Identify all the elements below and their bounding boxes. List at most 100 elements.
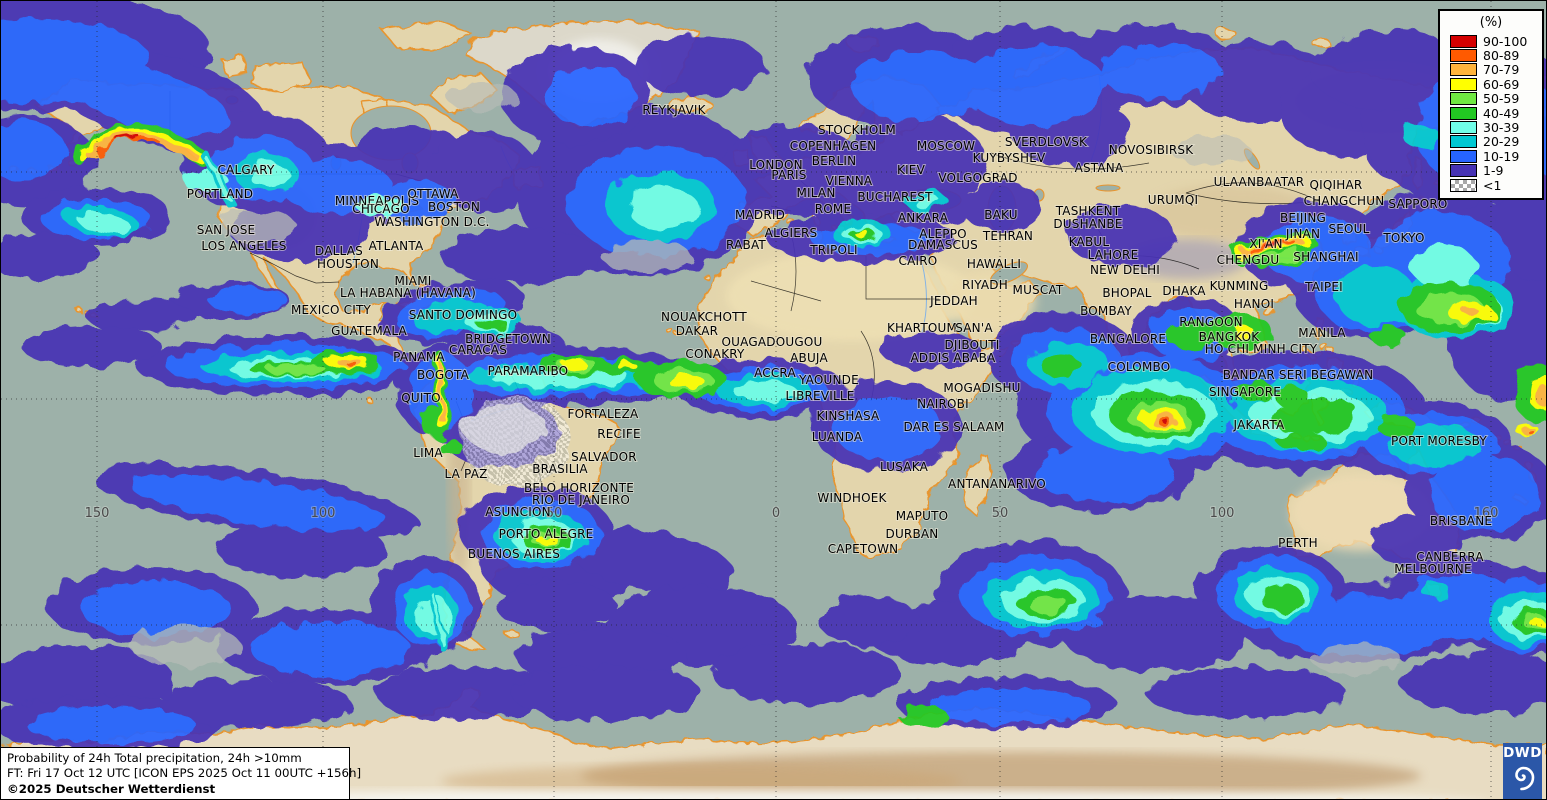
city-label: DUSHANBE <box>1053 217 1122 231</box>
city-label: DAKAR <box>676 324 718 338</box>
legend-range-label: 60-69 <box>1483 76 1520 92</box>
dwd-logo: DWD <box>1503 743 1542 799</box>
legend-title: (%) <box>1479 15 1503 30</box>
legend-row: 50-59 <box>1440 91 1542 106</box>
legend-swatch <box>1450 34 1477 48</box>
city-label: BAKU <box>984 208 1018 222</box>
legend-row: 80-89 <box>1440 48 1542 63</box>
city-label: ATLANTA <box>369 239 424 253</box>
city-label: HO CHI MINH CITY <box>1205 342 1318 356</box>
city-label: LA PAZ <box>444 467 487 481</box>
city-label: SALVADOR <box>571 450 637 464</box>
city-label: VIENNA <box>826 174 873 188</box>
city-label: RANGOON <box>1179 315 1243 329</box>
city-label: SAN'A <box>955 321 993 335</box>
city-label: MINNEAPOLIS <box>335 194 419 208</box>
city-label: SAPPORO <box>1388 197 1447 211</box>
city-label: JEDDAH <box>929 294 978 308</box>
city-label: LOS ANGELES <box>201 239 286 253</box>
legend-swatch <box>1450 149 1477 163</box>
legend-row: 10-19 <box>1440 149 1542 164</box>
graticule-labels: 150 100 50 0 50 100 160 <box>84 505 1500 522</box>
city-label: ADDIS ABABA <box>911 351 997 365</box>
city-label: MOSCOW <box>917 139 975 153</box>
graticule-label: 50 <box>992 506 1009 521</box>
dwd-logo-text: DWD <box>1503 745 1542 761</box>
city-label: PERTH <box>1278 536 1318 550</box>
city-label: LIMA <box>413 446 443 460</box>
dwd-spiral-icon <box>1514 766 1534 791</box>
city-label: HOUSTON <box>317 257 379 271</box>
city-label: VOLGOGRAD <box>938 171 1017 185</box>
city-label: REYKJAVIK <box>642 103 706 117</box>
city-label: ULAANBAATAR <box>1214 175 1305 189</box>
city-label: BANDAR SERI BEGAWAN <box>1223 368 1374 382</box>
legend-range-label: <1 <box>1483 177 1502 193</box>
city-label: BELO HORIZONTE <box>524 481 634 495</box>
city-label: ROME <box>815 202 852 216</box>
city-label: PORT MORESBY <box>1391 434 1487 448</box>
city-label: DHAKA <box>1162 284 1206 298</box>
city-label: HANOI <box>1234 297 1274 311</box>
city-label: BRASILIA <box>532 462 588 476</box>
city-label: KHARTOUM <box>887 321 957 335</box>
city-label: OTTAWA <box>407 187 459 201</box>
city-label: RIYADH <box>962 278 1008 292</box>
legend-row: 90-100 <box>1440 33 1542 49</box>
city-label: BUENOS AIRES <box>468 547 560 561</box>
city-label: KINSHASA <box>817 409 880 423</box>
city-label: SEOUL <box>1328 222 1369 236</box>
legend-range-label: 90-100 <box>1483 33 1528 49</box>
city-label: ABUJA <box>790 351 828 365</box>
city-label: ASTANA <box>1075 161 1124 175</box>
city-label: DALLAS <box>315 244 363 258</box>
city-label: TAIPEI <box>1304 280 1343 294</box>
city-label: CANBERRA <box>1416 550 1484 564</box>
city-label: KUNMING <box>1210 279 1269 293</box>
legend-range-label: 70-79 <box>1483 62 1520 78</box>
legend-row: 20-29 <box>1440 134 1542 150</box>
city-label: JAKARTA <box>1233 418 1285 432</box>
city-label: BRISBANE <box>1430 514 1492 528</box>
city-label: PORTO ALEGRE <box>499 527 594 541</box>
city-label: BHOPAL <box>1102 286 1151 300</box>
city-label: NOVOSIBIRSK <box>1109 143 1195 157</box>
map-title: Probability of 24h Total precipitation, … <box>7 751 302 765</box>
city-label: BERLIN <box>812 154 857 168</box>
city-label: KABUL <box>1069 235 1110 249</box>
graticule-label: 160 <box>1474 506 1499 521</box>
city-label: XI'AN <box>1249 237 1282 251</box>
city-label: OUAGADOUGOU <box>722 335 823 349</box>
city-label: CHANGCHUN <box>1304 194 1385 208</box>
city-label: MELBOURNE <box>1394 562 1472 576</box>
city-label: STOCKHOLM <box>818 123 896 137</box>
city-label: BRIDGETOWN <box>465 332 551 346</box>
city-label: MANILA <box>1298 326 1346 340</box>
legend-swatch <box>1450 77 1477 91</box>
forecast-time: FT: Fri 17 Oct 12 UTC [ICON EPS 2025 Oct… <box>7 766 362 781</box>
city-label: CHICAGO <box>352 202 409 216</box>
legend-row: 60-69 <box>1440 76 1542 92</box>
city-label: MILAN <box>796 186 835 200</box>
city-label: DJIBOUTI <box>944 338 999 352</box>
city-label: KUYBYSHEV <box>973 151 1046 165</box>
city-label: ALGIERS <box>765 226 818 240</box>
city-label: TEHRAN <box>982 229 1033 243</box>
legend-range-label: 20-29 <box>1483 134 1520 150</box>
city-label: QIQIHAR <box>1310 178 1363 192</box>
city-label: MEXICO CITY <box>291 303 372 317</box>
city-label: WINDHOEK <box>817 491 887 505</box>
city-label: WASHINGTON D.C. <box>374 215 489 229</box>
city-label: MUSCAT <box>1013 283 1064 297</box>
city-label: COLOMBO <box>1108 360 1171 374</box>
city-label: SAN JOSE <box>197 223 256 237</box>
city-label: CHENGDU <box>1217 253 1280 267</box>
city-label: SANTO DOMINGO <box>409 308 518 322</box>
city-label: SVERDLOVSK <box>1005 135 1088 149</box>
legend-swatch <box>1450 121 1477 135</box>
city-label: PANAMA <box>393 350 445 364</box>
city-label: LUANDA <box>812 430 863 444</box>
city-label: CONAKRY <box>685 347 745 361</box>
